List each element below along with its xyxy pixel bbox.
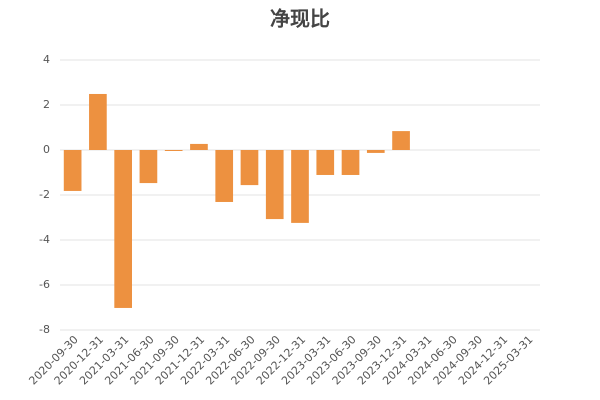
y-tick-label: -4 [39,233,50,246]
bar [366,150,385,153]
y-tick-label: 2 [43,98,50,111]
y-tick-label: -6 [39,278,50,291]
y-tick-label: -2 [39,188,50,201]
bar [392,131,410,150]
bar [316,150,335,175]
bar [341,150,360,175]
bar [291,150,309,223]
bar [215,150,234,202]
bar [63,150,82,191]
bar [190,143,208,150]
y-tick-label: -8 [39,323,50,336]
chart-title: 净现比 [270,7,330,31]
bar [240,150,259,186]
y-tick-label: 4 [43,53,50,66]
bar [89,93,107,150]
bar [114,150,132,308]
bar [139,150,158,184]
y-tick-label: 0 [43,143,50,156]
bar [265,150,284,220]
bar [164,150,183,151]
